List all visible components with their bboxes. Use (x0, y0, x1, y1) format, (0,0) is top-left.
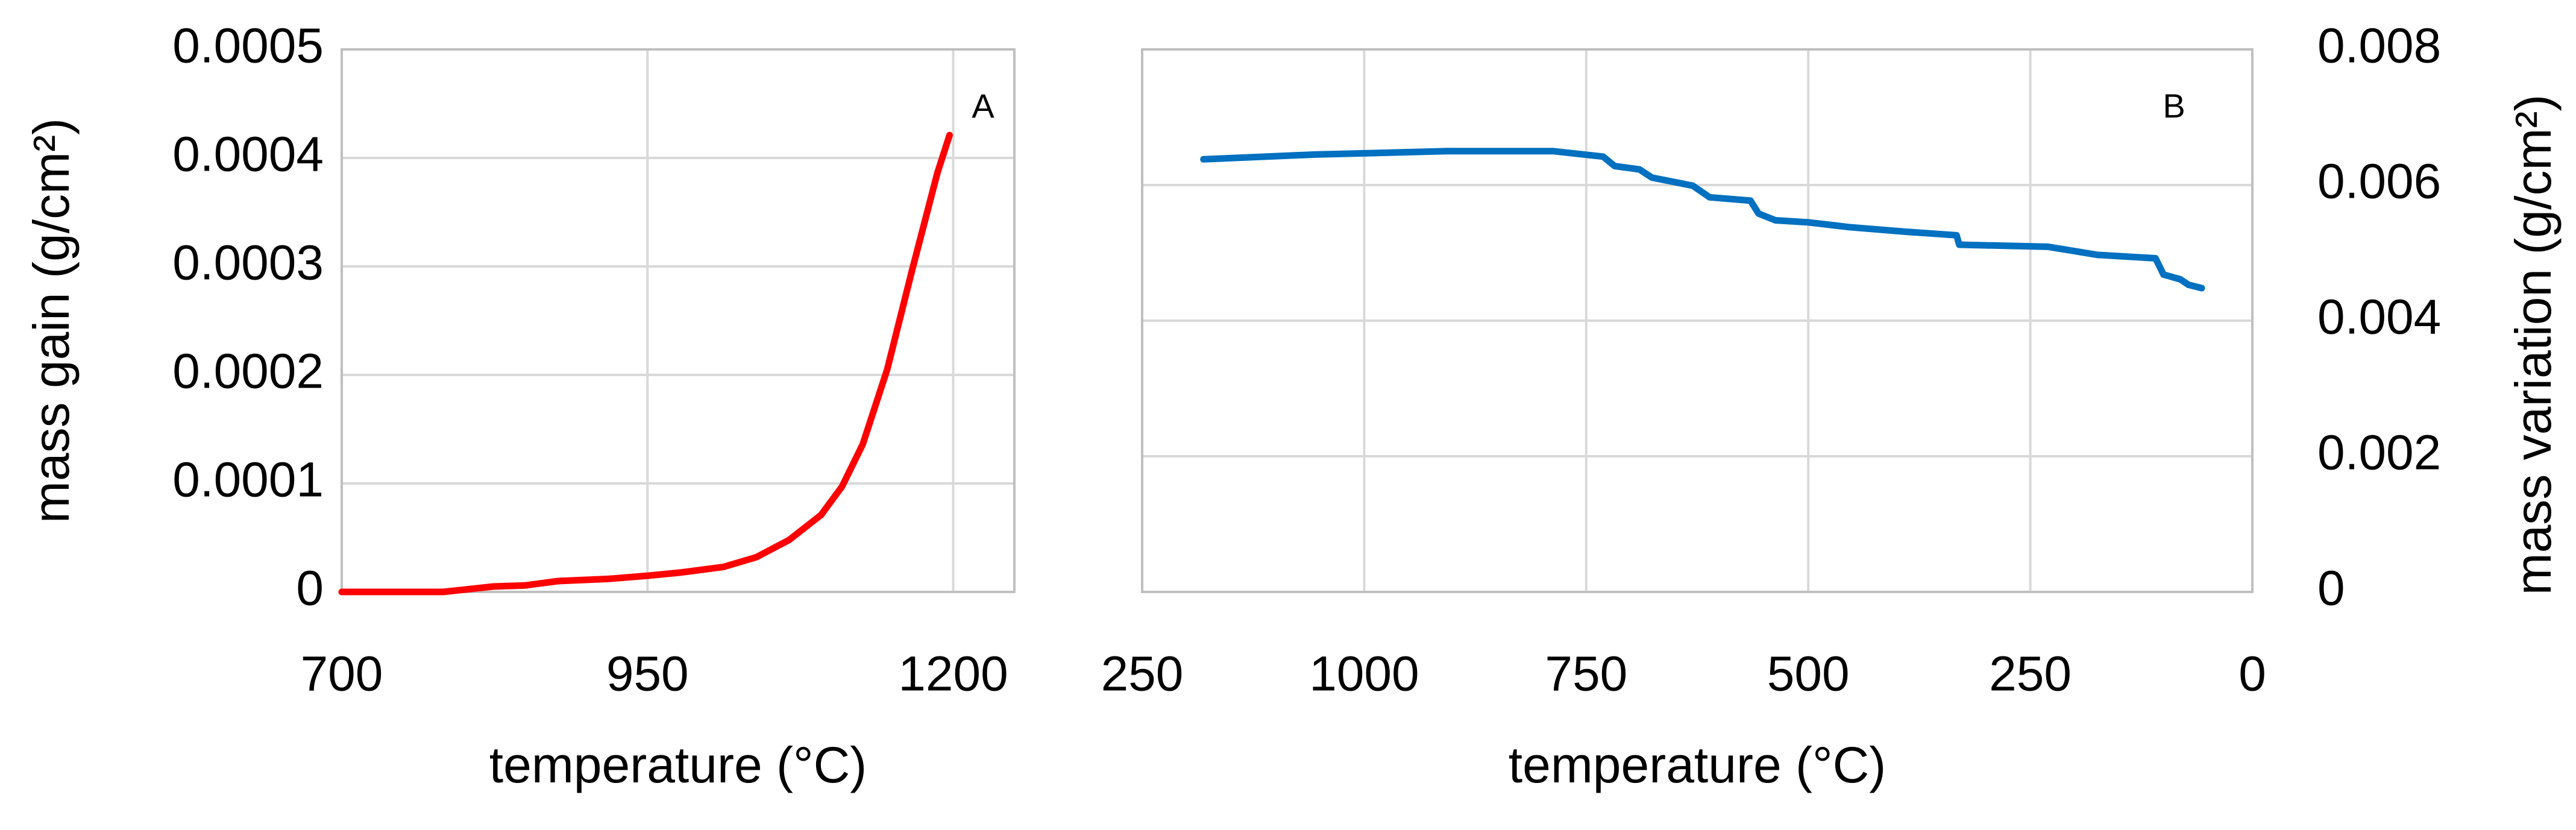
y-tick-label: 0.0002 (172, 344, 324, 399)
y-tick-label: 0.0001 (172, 453, 324, 508)
x-tick-label: 500 (1767, 647, 1850, 702)
y-tick-label: 0.0005 (172, 19, 324, 74)
y-tick-label: 0.0004 (172, 127, 324, 182)
y-axis-title: mass gain (g/cm²) (23, 118, 80, 523)
y2-tick-label: 0.006 (2317, 154, 2441, 209)
x-tick-label: 750 (1545, 647, 1627, 702)
data-line (338, 131, 953, 596)
y-tick-label: 0 (296, 561, 324, 616)
y-tick-label: 0.0003 (172, 236, 324, 291)
x-tick-label: 700 (301, 647, 383, 702)
x-tick-label: 1000 (1309, 647, 1419, 702)
x-tick-label: 950 (606, 647, 689, 702)
plot-frame (341, 48, 1016, 593)
annotation: A (972, 87, 994, 125)
y2-axis-title: mass variation (g/cm²) (2505, 95, 2562, 596)
y2-tick-label: 0.008 (2317, 19, 2441, 74)
plot-frame (1141, 48, 2254, 593)
x-tick-label: 0 (2238, 647, 2266, 702)
y2-tick-label: 0.004 (2317, 290, 2441, 345)
annotation: B (2163, 87, 2185, 125)
x-axis-title: temperature (°C) (489, 737, 867, 793)
y2-tick-label: 0 (2317, 561, 2345, 616)
x-tick-label: 250 (1989, 647, 2072, 702)
x-tick-label: 250 (1101, 647, 1184, 702)
x-axis-title: temperature (°C) (1509, 737, 1886, 793)
x-tick-label: 1200 (898, 647, 1008, 702)
data-line (1200, 148, 2205, 292)
y2-tick-label: 0.002 (2317, 426, 2441, 480)
